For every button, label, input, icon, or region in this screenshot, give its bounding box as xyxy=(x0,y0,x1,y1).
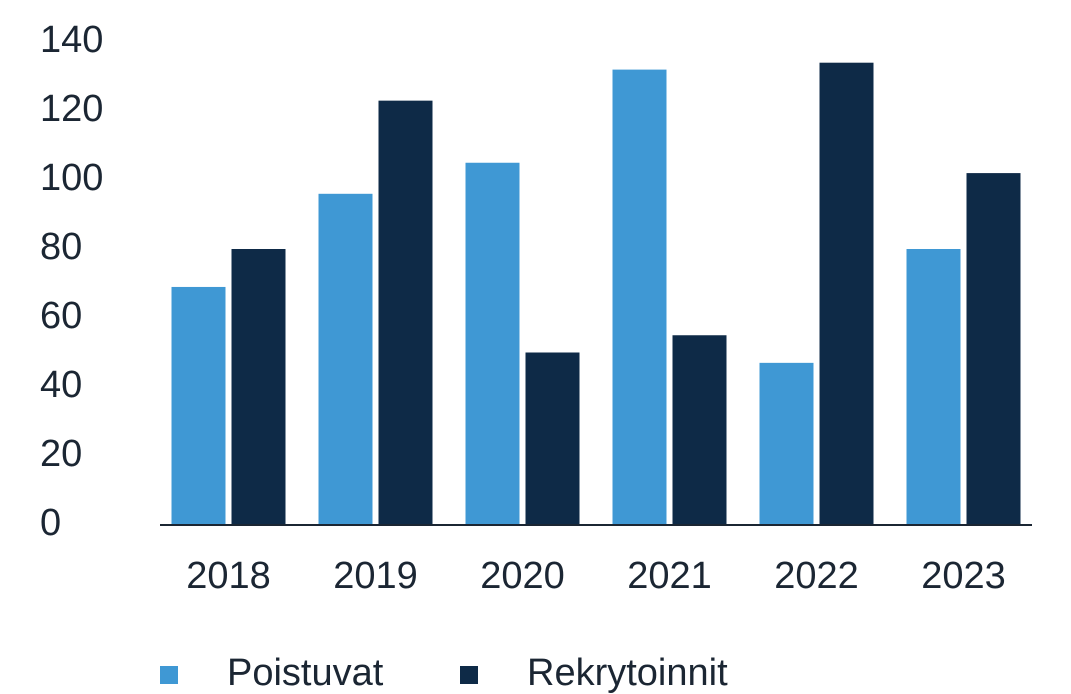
bar xyxy=(378,100,433,526)
x-tick-label: 2021 xyxy=(627,555,712,597)
bar xyxy=(966,173,1021,525)
bar xyxy=(612,69,667,525)
y-tick-label: 60 xyxy=(40,295,82,337)
bar xyxy=(819,62,874,525)
bar xyxy=(525,352,580,525)
bar xyxy=(906,249,961,525)
legend-label: Rekrytoinnit xyxy=(527,652,728,694)
bar xyxy=(465,162,520,525)
x-tick-label: 2022 xyxy=(774,555,859,597)
bar xyxy=(759,362,814,525)
x-tick-label: 2020 xyxy=(480,555,565,597)
x-tick-label: 2023 xyxy=(921,555,1006,597)
x-tick-label: 2018 xyxy=(186,555,271,597)
legend-label: Poistuvat xyxy=(227,652,384,694)
legend-swatch xyxy=(160,666,178,684)
y-tick-label: 100 xyxy=(40,157,103,199)
y-tick-label: 40 xyxy=(40,364,82,406)
bar xyxy=(672,335,727,525)
bar xyxy=(231,249,286,525)
y-tick-label: 140 xyxy=(40,19,103,61)
y-tick-label: 20 xyxy=(40,433,82,475)
y-tick-label: 120 xyxy=(40,88,103,130)
bar xyxy=(171,286,226,525)
legend-swatch xyxy=(460,666,478,684)
bar xyxy=(318,193,373,526)
x-tick-label: 2019 xyxy=(333,555,418,597)
y-tick-label: 0 xyxy=(40,502,61,544)
y-tick-label: 80 xyxy=(40,226,82,268)
